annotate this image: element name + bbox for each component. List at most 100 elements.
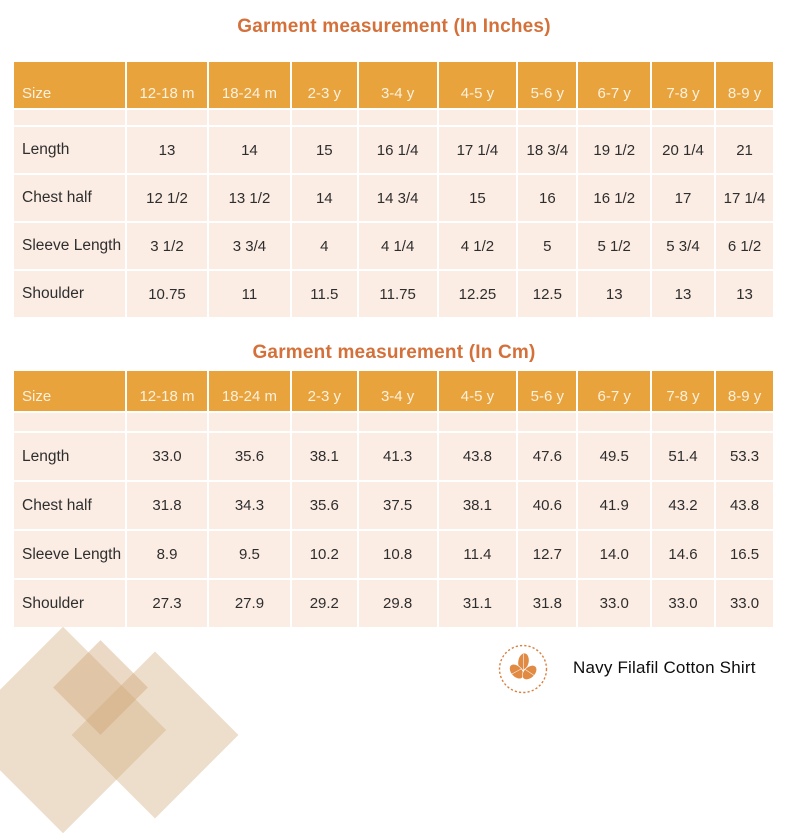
row-label: Chest half	[14, 175, 125, 221]
measurement-value: 43.8	[436, 433, 517, 480]
measurement-value: 10.75	[124, 271, 208, 317]
spacer-cell	[650, 110, 714, 125]
spacer-row	[14, 413, 774, 431]
measurement-value: 12.7	[516, 531, 577, 578]
column-header: Size	[14, 62, 125, 108]
column-header: Size	[14, 371, 125, 411]
measurement-value: 14	[207, 127, 290, 173]
measurement-value: 6 1/2	[713, 223, 774, 269]
measurement-value: 47.6	[516, 433, 577, 480]
table-row: Shoulder 27.3 27.9 29.2 29.8 31.1 31.8 33.0 33.0…	[14, 580, 774, 627]
measurement-value: 17 1/4	[436, 127, 517, 173]
measurement-value: 11.75	[356, 271, 437, 317]
column-header: 6-7 y	[576, 62, 651, 108]
measurement-value: 3 3/4	[207, 223, 290, 269]
measurement-value: 11.4	[436, 531, 517, 578]
measurement-value: 38.1	[289, 433, 357, 480]
column-header: 2-3 y	[289, 371, 357, 411]
table-row: Length 13 14 15 16 1/4 17 1/4 18 3/4 19 1/2 20 1…	[14, 127, 774, 173]
column-header: 7-8 y	[650, 62, 714, 108]
measurement-value: 9.5	[207, 531, 290, 578]
row-label: Length	[14, 127, 125, 173]
spacer-cell	[207, 110, 290, 125]
column-header: 12-18 m	[124, 371, 208, 411]
spacer-cell	[289, 413, 357, 431]
product-name: Navy Filafil Cotton Shirt	[573, 658, 756, 677]
column-header: 8-9 y	[713, 371, 774, 411]
spacer-cell	[713, 110, 774, 125]
spacer-cell	[576, 413, 651, 431]
measurement-value: 43.8	[713, 482, 774, 529]
measurement-value: 31.8	[124, 482, 208, 529]
measurement-value: 37.5	[356, 482, 437, 529]
measurement-value: 38.1	[436, 482, 517, 529]
row-label: Shoulder	[14, 271, 125, 317]
column-header: 3-4 y	[356, 62, 437, 108]
measurement-value: 29.8	[356, 580, 437, 627]
footer: Navy Filafil Cotton Shirt	[0, 638, 788, 708]
measurement-value: 13 1/2	[207, 175, 290, 221]
measurement-value: 16.5	[713, 531, 774, 578]
measurement-value: 33.0	[650, 580, 714, 627]
measurement-value: 35.6	[289, 482, 357, 529]
measurement-value: 8.9	[124, 531, 208, 578]
measurement-value: 40.6	[516, 482, 577, 529]
table-header-row: Size 12-18 m 18-24 m 2-3 y 3-4 y 4-5 y 5-6 y 6-…	[14, 371, 774, 411]
column-header: 5-6 y	[516, 62, 577, 108]
measurement-value: 41.3	[356, 433, 437, 480]
spacer-cell	[14, 110, 125, 125]
measurement-table-inches: Size 12-18 m 18-24 m 2-3 y 3-4 y 4-5 y 5-6 y 6-…	[14, 62, 774, 317]
measurement-value: 33.0	[576, 580, 651, 627]
measurement-value: 41.9	[576, 482, 651, 529]
measurement-value: 43.2	[650, 482, 714, 529]
column-header: 4-5 y	[436, 62, 517, 108]
column-header: 6-7 y	[576, 371, 651, 411]
measurement-value: 10.2	[289, 531, 357, 578]
column-header: 4-5 y	[436, 371, 517, 411]
row-label: Shoulder	[14, 580, 125, 627]
spacer-cell	[436, 110, 517, 125]
measurement-value: 18 3/4	[516, 127, 577, 173]
spacer-cell	[356, 110, 437, 125]
spacer-cell	[436, 413, 517, 431]
measurement-value: 19 1/2	[576, 127, 651, 173]
size-chart-page: Garment measurement (In Inches) Size 12-1…	[0, 16, 788, 833]
measurement-value: 5 3/4	[650, 223, 714, 269]
measurement-value: 16	[516, 175, 577, 221]
measurement-table-cm: Size 12-18 m 18-24 m 2-3 y 3-4 y 4-5 y 5-6 y 6-…	[14, 371, 774, 627]
measurement-value: 14	[289, 175, 357, 221]
spacer-cell	[576, 110, 651, 125]
column-header: 18-24 m	[207, 62, 290, 108]
measurement-value: 14.0	[576, 531, 651, 578]
measurement-value: 11.5	[289, 271, 357, 317]
spacer-cell	[713, 413, 774, 431]
measurement-value: 11	[207, 271, 290, 317]
measurement-value: 10.8	[356, 531, 437, 578]
measurement-value: 29.2	[289, 580, 357, 627]
measurement-value: 33.0	[713, 580, 774, 627]
measurement-value: 5 1/2	[576, 223, 651, 269]
leaf-badge-logo-icon	[497, 643, 549, 695]
measurement-value: 16 1/2	[576, 175, 651, 221]
measurement-value: 15	[289, 127, 357, 173]
spacer-cell	[124, 413, 208, 431]
measurement-value: 31.1	[436, 580, 517, 627]
column-header: 2-3 y	[289, 62, 357, 108]
measurement-value: 13	[650, 271, 714, 317]
spacer-cell	[356, 413, 437, 431]
table-header-row: Size 12-18 m 18-24 m 2-3 y 3-4 y 4-5 y 5-6 y 6-…	[14, 62, 774, 108]
spacer-cell	[124, 110, 208, 125]
measurement-value: 13	[576, 271, 651, 317]
spacer-cell	[650, 413, 714, 431]
column-header: 18-24 m	[207, 371, 290, 411]
measurement-value: 13	[713, 271, 774, 317]
row-label: Sleeve Length	[14, 223, 125, 269]
measurement-value: 14.6	[650, 531, 714, 578]
table-row: Shoulder 10.75 11 11.5 11.75 12.25 12.5 13 13 13	[14, 271, 774, 317]
table-row: Length 33.0 35.6 38.1 41.3 43.8 47.6 49.5 51.4 53…	[14, 433, 774, 480]
row-label: Sleeve Length	[14, 531, 125, 578]
spacer-cell	[516, 413, 577, 431]
spacer-cell	[289, 110, 357, 125]
table-row: Sleeve Length 8.9 9.5 10.2 10.8 11.4 12.7 14.0 1…	[14, 531, 774, 578]
measurement-value: 17	[650, 175, 714, 221]
